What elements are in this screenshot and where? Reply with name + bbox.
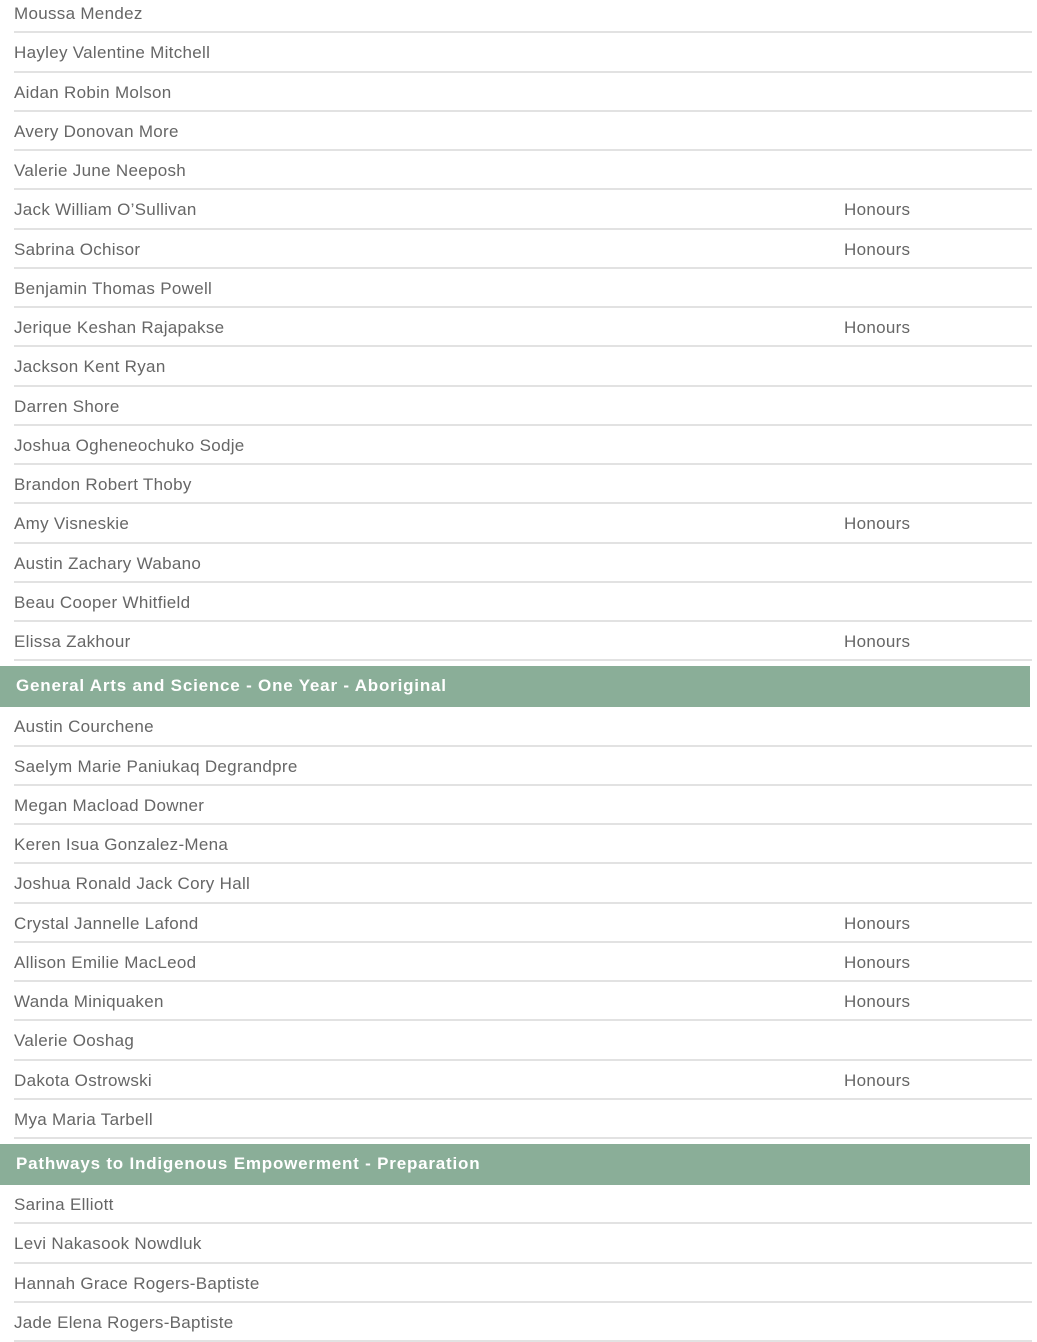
graduate-row: Megan Macload Downer (14, 786, 1032, 825)
honours-label: Honours (844, 239, 911, 259)
graduate-row: Beau Cooper Whitfield (14, 583, 1032, 622)
graduate-row: Austin Courchene (14, 707, 1032, 747)
graduate-row: Saelym Marie Paniukaq Degrandpre (14, 747, 1032, 786)
graduate-name: Avery Donovan More (14, 121, 179, 141)
graduate-row: Hayley Valentine Mitchell (14, 33, 1032, 73)
graduate-name: Austin Zachary Wabano (14, 553, 202, 573)
graduate-row: Jackson Kent Ryan (14, 347, 1032, 387)
graduate-row: Keren Isua Gonzalez-Mena (14, 825, 1032, 865)
graduate-row: Aidan Robin Molson (14, 73, 1032, 112)
graduate-row: Elissa Zakhour Honours (14, 622, 1032, 662)
graduate-name: Joshua Ogheneochuko Sodje (14, 435, 245, 455)
graduate-name: Aidan Robin Molson (14, 82, 172, 102)
graduate-name: Moussa Mendez (14, 4, 143, 23)
graduate-name: Jade Elena Rogers-Baptiste (14, 1312, 234, 1332)
honours-label: Honours (844, 200, 911, 220)
graduate-name: Hannah Grace Rogers-Baptiste (14, 1273, 260, 1293)
graduate-row: Dakota Ostrowski Honours (14, 1061, 1032, 1100)
graduate-name: Megan Macload Downer (14, 795, 205, 815)
graduate-row: Joshua Ronald Jack Cory Hall (14, 864, 1032, 904)
honours-label: Honours (844, 992, 911, 1011)
graduate-name: Saelym Marie Paniukaq Degrandpre (14, 756, 298, 776)
program-header: Pathways to Indigenous Empowerment - Pre… (0, 1144, 1030, 1185)
honours-label: Honours (844, 952, 911, 972)
honours-label: Honours (844, 1070, 911, 1090)
graduate-name: Austin Courchene (14, 717, 154, 737)
graduate-row: Amy Visneskie Honours (14, 504, 1032, 544)
graduate-row: Jerique Keshan Rajapakse Honours (14, 308, 1032, 348)
graduate-row: Valerie June Neeposh (14, 151, 1032, 191)
graduate-name: Keren Isua Gonzalez-Mena (14, 835, 229, 854)
graduate-row: Avery Donovan More (14, 112, 1032, 151)
graduate-name: Beau Cooper Whitfield (14, 592, 191, 612)
graduate-row: Levi Nakasook Nowdluk (14, 1224, 1032, 1264)
graduate-name: Mya Maria Tarbell (14, 1109, 153, 1129)
graduate-name: Valerie June Neeposh (14, 161, 187, 180)
program-header: General Arts and Science - One Year - Ab… (0, 666, 1030, 708)
graduate-row: Sarina Elliott (14, 1185, 1032, 1225)
graduate-row: Darren Shore (14, 387, 1032, 426)
graduate-name: Jackson Kent Ryan (14, 357, 166, 377)
honours-label: Honours (844, 514, 911, 534)
graduate-row: Crystal Jannelle Lafond Honours (14, 904, 1032, 943)
graduate-row: Mya Maria Tarbell (14, 1100, 1032, 1139)
graduate-row: Jack William O’Sullivan Honours (14, 190, 1032, 230)
graduate-row: Hannah Grace Rogers-Baptiste (14, 1264, 1032, 1303)
graduate-row: Allison Emilie MacLeod Honours (14, 943, 1032, 982)
graduate-name: Elissa Zakhour (14, 632, 131, 651)
graduate-name: Levi Nakasook Nowdluk (14, 1234, 202, 1254)
graduate-name: Jack William O’Sullivan (14, 200, 197, 220)
graduate-name: Valerie Ooshag (14, 1031, 135, 1051)
graduate-name: Benjamin Thomas Powell (14, 278, 213, 298)
graduate-row: Austin Zachary Wabano (14, 544, 1032, 583)
honours-label: Honours (844, 913, 911, 933)
graduate-name: Wanda Miniquaken (14, 992, 164, 1011)
honours-label: Honours (844, 632, 911, 651)
graduate-row: Sabrina Ochisor Honours (14, 230, 1032, 269)
graduate-name: Crystal Jannelle Lafond (14, 913, 199, 933)
graduate-row: Benjamin Thomas Powell (14, 269, 1032, 308)
graduate-name: Joshua Ronald Jack Cory Hall (14, 874, 251, 894)
graduate-name: Hayley Valentine Mitchell (14, 43, 211, 63)
graduate-row: Brandon Robert Thoby (14, 465, 1032, 505)
graduate-name: Amy Visneskie (14, 514, 130, 534)
graduate-row: Moussa Mendez (14, 0, 1032, 34)
graduate-name: Darren Shore (14, 396, 120, 416)
graduate-row: Jade Elena Rogers-Baptiste (14, 1303, 1032, 1342)
graduate-name: Dakota Ostrowski (14, 1070, 153, 1090)
graduate-name: Sarina Elliott (14, 1195, 114, 1214)
graduate-row: Joshua Ogheneochuko Sodje (14, 426, 1032, 465)
graduate-name: Sabrina Ochisor (14, 239, 141, 259)
graduate-name: Brandon Robert Thoby (14, 475, 192, 494)
graduate-name: Jerique Keshan Rajapakse (14, 318, 225, 337)
honours-label: Honours (844, 318, 911, 337)
graduate-name: Allison Emilie MacLeod (14, 952, 197, 972)
graduate-row: Wanda Miniquaken Honours (14, 982, 1032, 1022)
graduate-row: Valerie Ooshag (14, 1021, 1032, 1061)
